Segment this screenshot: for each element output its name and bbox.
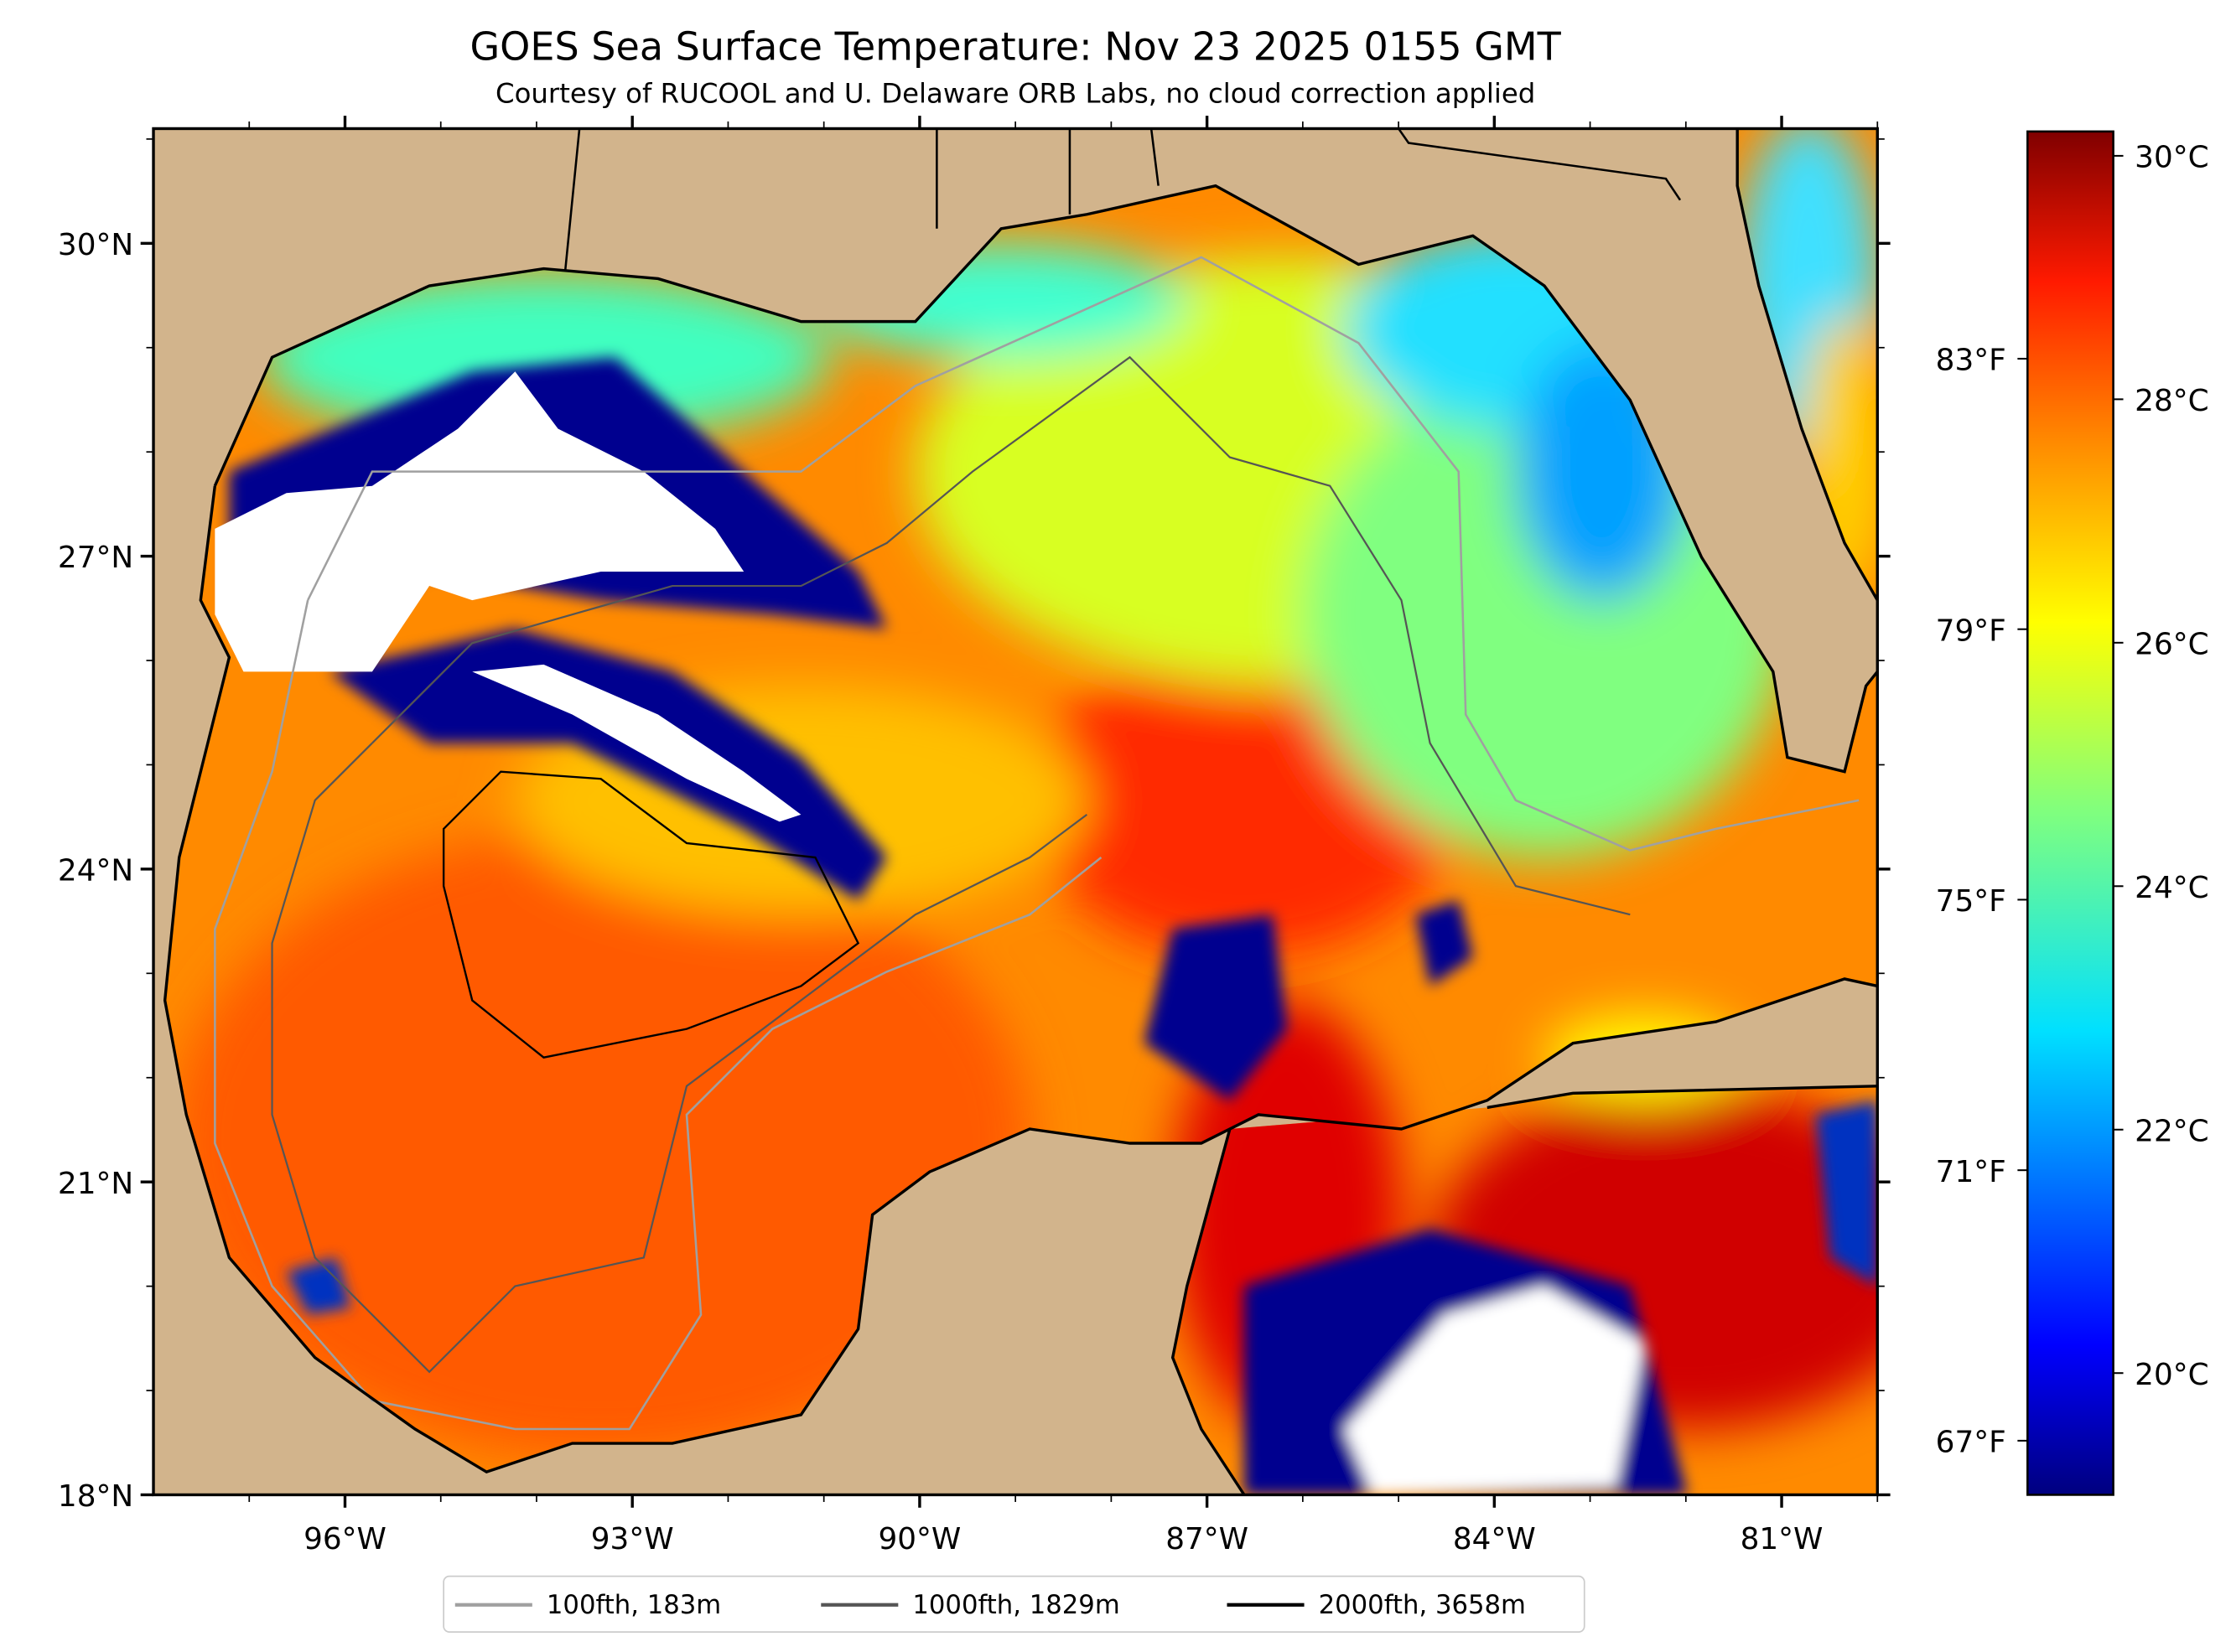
- x-tick-label: 84°W: [1453, 1522, 1536, 1556]
- contour-1000fth: [371, 355, 1631, 916]
- figure-subtitle: Courtesy of RUCOOL and U. Delaware ORB L…: [495, 78, 1535, 110]
- coastline: [163, 128, 1878, 1495]
- legend: 100fth, 183m 1000fth, 1829m 2000fth, 365…: [443, 1575, 1585, 1633]
- legend-label-1000fth: 1000fth, 1829m: [912, 1591, 1119, 1620]
- y-tick-label: 30°N: [58, 228, 133, 262]
- figure-title: GOES Sea Surface Temperature: Nov 23 202…: [470, 24, 1562, 70]
- x-tick-label: 96°W: [304, 1522, 387, 1556]
- x-tick-label: 93°W: [591, 1522, 674, 1556]
- cloud-mask: [215, 371, 745, 672]
- sst-field: [164, 128, 1878, 1495]
- colorbar-label-celsius: 26°C: [2135, 627, 2208, 661]
- cloud-mask: [472, 664, 802, 822]
- y-tick-label: 24°N: [58, 854, 133, 888]
- y-tick-label: 21°N: [58, 1167, 133, 1201]
- contour-2000fth: [442, 770, 860, 1059]
- y-tick-label: 18°N: [58, 1479, 133, 1514]
- contour-100fth: [214, 599, 1103, 1431]
- colorbar-label-fahrenheit: 83°F: [1936, 344, 2006, 378]
- colorbar-label-celsius: 20°C: [2135, 1358, 2208, 1392]
- colorbar-label-fahrenheit: 67°F: [1936, 1426, 2006, 1460]
- legend-label-2000fth: 2000fth, 3658m: [1319, 1591, 1526, 1620]
- x-tick-label: 87°W: [1165, 1522, 1248, 1556]
- contour-100fth: [307, 256, 1860, 852]
- legend-label-100fth: 100fth, 183m: [547, 1591, 721, 1620]
- colorbar-ticks: 30°C 28°C 26°C 24°C 22°C 20°C 83°F 79°F 75°F 71°F…: [1936, 141, 2209, 1460]
- colorbar-label-fahrenheit: 75°F: [1936, 884, 2006, 919]
- colorbar: [2026, 130, 2114, 1496]
- colorbar-label-fahrenheit: 79°F: [1936, 614, 2006, 648]
- state-borders: [563, 128, 1682, 272]
- colorbar-label-celsius: 24°C: [2135, 871, 2208, 905]
- x-tick-label: 81°W: [1741, 1522, 1824, 1556]
- contour-1000fth: [271, 742, 1088, 1374]
- colorbar-label-fahrenheit: 71°F: [1936, 1155, 2006, 1189]
- colorbar-label-celsius: 30°C: [2135, 141, 2208, 175]
- colorbar-label-celsius: 28°C: [2135, 384, 2208, 418]
- map-area: [153, 128, 1878, 1495]
- x-tick-label: 90°W: [878, 1522, 961, 1556]
- colorbar-label-celsius: 22°C: [2135, 1114, 2208, 1148]
- y-tick-label: 27°N: [58, 541, 133, 575]
- map-axes: 96°W 93°W 90°W 87°W 84°W 81°W 30°N 27°N 24°N 21°N…: [58, 116, 1891, 1556]
